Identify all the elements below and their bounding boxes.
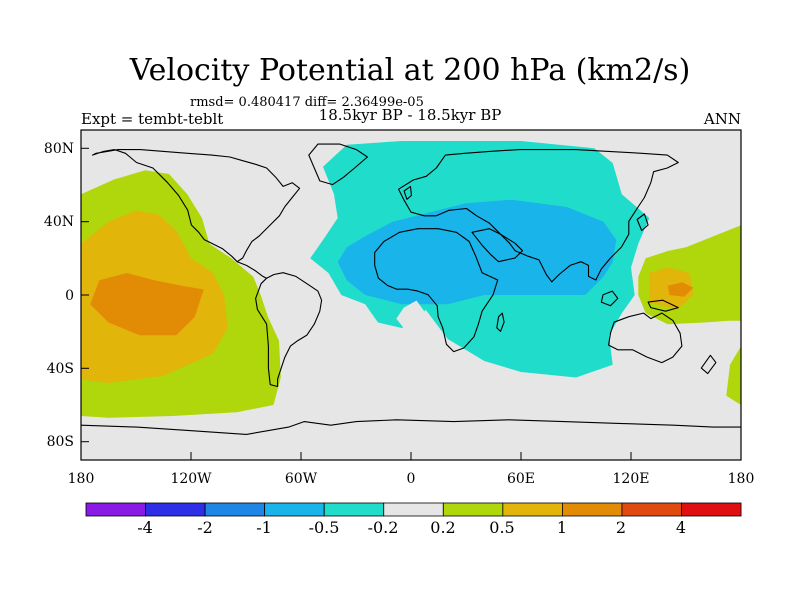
x-tick-5: 120E (613, 452, 650, 487)
colorbar-swatches (85, 502, 742, 517)
colorbar-label: -2 (197, 518, 213, 537)
x-axis: 180 120W 60W 0 60E 120E 180 (68, 452, 755, 487)
stats-label: rmsd= 0.480417 diff= 2.36499e-05 (190, 95, 424, 110)
colorbar-label: -1 (256, 518, 272, 537)
colorbar-swatch-3 (264, 502, 325, 517)
season-label: ANN (703, 110, 741, 128)
x-tick-label: 120W (170, 471, 212, 487)
coastline-new-guinea (647, 299, 679, 312)
experiment-label: Expt = tembt-teblt (81, 110, 223, 128)
colorbar-swatch-5 (383, 502, 444, 517)
y-tick-2: 0 (65, 288, 89, 304)
coastline-antarctica (80, 419, 741, 435)
colorbar: -4 -2 -1 -0.5 -0.2 0.2 0.5 1 2 4 (85, 502, 742, 537)
colorbar-swatch-4 (323, 502, 385, 517)
contour-fill-layer (81, 141, 741, 418)
colorbar-label: 1 (557, 518, 567, 537)
colorbar-swatch-2 (204, 502, 266, 517)
coastline-africa (374, 228, 499, 353)
colorbar-label: 2 (616, 518, 626, 537)
coastline-new-zealand (700, 354, 717, 375)
coastline-central-america (236, 261, 267, 279)
coastline-borneo (600, 290, 619, 307)
x-tick-label: 180 (728, 471, 755, 487)
coastline-japan (636, 213, 649, 232)
colorbar-swatch-6 (442, 502, 504, 517)
coastline-eurasia (398, 149, 679, 283)
y-tick-3: 40S (47, 361, 89, 377)
map-panel: 180 120W 60W 0 60E 120E 180 80N 40N 0 40… (44, 129, 755, 487)
x-tick-1: 120W (170, 452, 212, 487)
x-tick-4: 60E (507, 452, 535, 487)
x-tick-2: 60W (285, 452, 318, 487)
y-tick-label: 80N (44, 141, 74, 157)
coastline-south-america (255, 272, 323, 388)
coastline-australia (608, 312, 683, 364)
y-tick-label: 80S (47, 434, 74, 450)
colorbar-swatch-9 (621, 502, 682, 517)
x-tick-label: 180 (68, 471, 95, 487)
y-tick-label: 40N (44, 214, 74, 230)
y-tick-4: 80S (47, 434, 89, 450)
period-label: 18.5kyr BP - 18.5kyr BP (319, 106, 502, 124)
x-tick-6: 180 (728, 452, 755, 487)
x-tick-label: 0 (407, 471, 416, 487)
contour-region-9 (396, 300, 426, 330)
y-tick-label: 0 (65, 288, 74, 304)
coastline-arabia (471, 228, 524, 263)
y-tick-label: 40S (47, 361, 74, 377)
colorbar-label: 4 (676, 518, 686, 537)
colorbar-label: 0.5 (489, 518, 514, 537)
colorbar-swatch-7 (502, 502, 563, 517)
contour-region-4 (90, 273, 204, 336)
x-tick-0: 180 (68, 452, 95, 487)
colorbar-swatch-10 (681, 502, 742, 517)
colorbar-label: 0.2 (430, 518, 455, 537)
y-tick-0: 80N (44, 141, 89, 157)
y-tick-1: 40N (44, 214, 89, 230)
contour-region-8 (667, 282, 694, 297)
contour-region-6 (726, 346, 741, 405)
colorbar-swatch-8 (562, 502, 623, 517)
colorbar-label: -0.5 (309, 518, 340, 537)
colorbar-swatch-1 (145, 502, 206, 517)
x-tick-label: 60W (285, 471, 318, 487)
coastline-greenland (308, 143, 368, 186)
colorbar-swatch-0 (85, 502, 146, 517)
y-axis: 80N 40N 0 40S 80S (44, 141, 89, 450)
coastline-layer (80, 143, 741, 435)
coastline-madagascar (496, 312, 505, 332)
x-tick-3: 0 (407, 452, 416, 487)
coastline-uk (403, 185, 412, 200)
x-tick-label: 60E (507, 471, 535, 487)
coastline-north-america (91, 149, 301, 263)
x-tick-label: 120E (613, 471, 650, 487)
chart-title: Velocity Potential at 200 hPa (km2/s) (129, 53, 691, 88)
colorbar-labels: -4 -2 -1 -0.5 -0.2 0.2 0.5 1 2 4 (137, 518, 686, 537)
contour-region-1 (337, 199, 617, 305)
colorbar-label: -0.2 (368, 518, 399, 537)
colorbar-label: -4 (137, 518, 153, 537)
